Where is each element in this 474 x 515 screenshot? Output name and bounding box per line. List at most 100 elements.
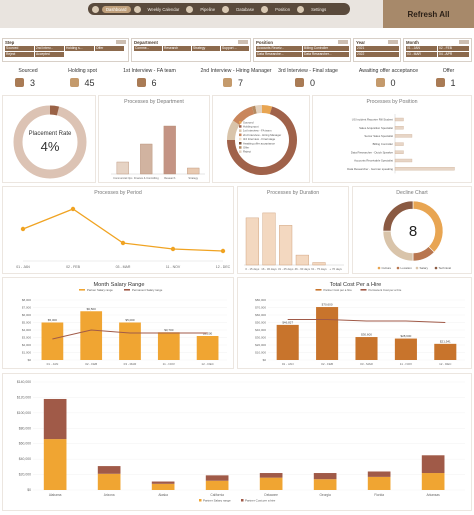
nav-position[interactable]: Position bbox=[275, 6, 291, 12]
handshake-icon bbox=[435, 78, 445, 87]
filter-chip[interactable]: 02 - FEB bbox=[438, 46, 469, 51]
search-people-icon bbox=[15, 78, 24, 87]
kpi-value: 0 bbox=[390, 78, 396, 88]
filter-chip[interactable]: 2021 bbox=[356, 46, 399, 51]
filter-chip[interactable]: Offer bbox=[95, 46, 124, 51]
filter-year: Year 2021 2022 bbox=[353, 38, 401, 62]
stacked-bar bbox=[205, 480, 229, 490]
bar bbox=[41, 322, 64, 360]
period-panel: Processes by Period 01 - JAN 02 - FEB 03 -… bbox=[2, 186, 234, 274]
filter-chip[interactable]: Comme... bbox=[134, 46, 162, 51]
filter-chip[interactable]: Support ... bbox=[221, 46, 249, 51]
gauge-fill bbox=[49, 105, 60, 116]
filter-chip[interactable]: Research bbox=[163, 46, 191, 51]
x-tick: 02 - FEB bbox=[85, 362, 97, 366]
filter-clear-icon[interactable] bbox=[388, 40, 398, 44]
x-tick: California bbox=[210, 493, 224, 497]
position-bar bbox=[394, 142, 404, 146]
position-chart-title: Processes by Position bbox=[366, 99, 418, 105]
legend-label: Salary bbox=[420, 266, 429, 270]
y-tick: $0 bbox=[263, 358, 267, 362]
filter-title: Position bbox=[256, 40, 273, 45]
filter-chip[interactable]: Holding s... bbox=[65, 46, 94, 51]
nav-dashboard[interactable]: Dashboard bbox=[102, 5, 131, 13]
gear-icon bbox=[297, 5, 305, 13]
filter-position: Position Accounts Receiv... Billing Contro… bbox=[253, 38, 351, 62]
bar bbox=[80, 311, 103, 360]
position-bar bbox=[394, 134, 413, 138]
legend-label: Partner Cost per a hire bbox=[324, 288, 353, 292]
duration-tick: 16 - 30 days bbox=[261, 267, 277, 271]
filter-clear-icon[interactable] bbox=[238, 40, 248, 44]
period-point bbox=[170, 246, 176, 252]
filter-month: Month 01 - JAN 02 - FEB 03 - MAR 04 - APR bbox=[403, 38, 472, 62]
pipeline-icon bbox=[186, 5, 194, 13]
x-tick: 12 - DEC bbox=[201, 362, 214, 366]
kpi-label: 1st Interview - FA team bbox=[123, 68, 176, 74]
period-tick: 11 - NOV bbox=[166, 265, 181, 269]
step-donut-panel: Sourced Holding spot 1st Interview - FA te… bbox=[212, 95, 310, 183]
database-icon bbox=[222, 5, 230, 13]
position-bar bbox=[394, 158, 413, 163]
y-tick: $4,000 bbox=[22, 328, 32, 332]
legend-label: Offer bbox=[243, 146, 249, 150]
duration-bar bbox=[295, 254, 309, 266]
step-slice bbox=[232, 106, 255, 125]
filter-chip[interactable]: 04 - APR bbox=[438, 52, 469, 57]
x-tick: 12 - DEC bbox=[439, 362, 452, 366]
filter-chip[interactable]: Sourced bbox=[5, 46, 34, 51]
filter-chip[interactable]: Accepted bbox=[35, 52, 64, 57]
y-tick: $0 bbox=[28, 358, 32, 362]
data-label: $28,600 bbox=[400, 334, 411, 338]
dept-bar bbox=[187, 167, 200, 175]
dept-bar bbox=[140, 143, 153, 175]
dept-tick: Research bbox=[164, 176, 176, 180]
department-panel: Processes by Department Commercial Ops Fi… bbox=[98, 95, 210, 183]
x-tick: 11 - NOV bbox=[400, 362, 412, 366]
refresh-all-button[interactable]: Refresh All bbox=[383, 0, 474, 28]
duration-chart: 0 - 15 days 16 - 30 days 31 - 45 days 46 - … bbox=[244, 212, 344, 271]
filter-chip[interactable]: Accounts Receiv... bbox=[256, 46, 302, 51]
filter-chip[interactable]: 2022 bbox=[356, 52, 399, 57]
filter-clear-icon[interactable] bbox=[116, 40, 126, 44]
x-tick: 01 - JAN bbox=[282, 362, 294, 366]
filter-clear-icon[interactable] bbox=[459, 40, 469, 44]
dept-tick: Commercial Ops bbox=[113, 176, 133, 180]
duration-tick: 31 - 45 days bbox=[278, 267, 294, 271]
filter-chip[interactable]: Strategy bbox=[192, 46, 220, 51]
filter-clear-icon[interactable] bbox=[338, 40, 348, 44]
y-tick: $30,000 bbox=[255, 336, 266, 340]
legend-label: 2nd Interview - Hiring Manager bbox=[243, 133, 281, 137]
filter-title: Step bbox=[5, 40, 15, 45]
x-tick: Alaska bbox=[158, 493, 168, 497]
filter-chip[interactable]: 01 - JAN bbox=[406, 46, 437, 51]
filter-chip[interactable]: Data Researche... bbox=[256, 52, 302, 57]
placement-rate-gauge: Placement Rate 4% bbox=[13, 105, 87, 179]
y-tick: $20,000 bbox=[255, 343, 266, 347]
filter-chip[interactable]: Reject bbox=[5, 52, 34, 57]
filter-chip[interactable]: 2nd Interv... bbox=[35, 46, 64, 51]
x-tick: 03 - MAR bbox=[124, 362, 138, 366]
stacked-bar bbox=[151, 483, 175, 490]
calendar-icon bbox=[133, 5, 141, 13]
filter-chip[interactable]: Data Researcher... bbox=[303, 52, 349, 57]
duration-panel: Processes by Duration 0 - 15 days 16 - 30… bbox=[237, 186, 349, 274]
stacked-bar bbox=[43, 398, 67, 440]
filter-chip[interactable]: Billing Controller bbox=[303, 46, 349, 51]
legend-label: 3rd Interview - Final stage bbox=[243, 137, 276, 141]
y-tick: $6,000 bbox=[22, 313, 32, 317]
nav-database[interactable]: Database bbox=[236, 6, 255, 12]
x-tick: 02 - FEB bbox=[321, 362, 333, 366]
duration-tick: 61 - 75 days bbox=[311, 267, 327, 271]
nav-pipeline[interactable]: Pipeline bbox=[200, 6, 216, 12]
filter-chip[interactable]: 03 - MAR bbox=[406, 52, 437, 57]
nav-settings[interactable]: Settings bbox=[311, 6, 327, 12]
data-label: $5,000 bbox=[125, 318, 135, 322]
legend-label: Awaiting offer acceptance bbox=[243, 141, 275, 145]
x-tick: 01 - JAN bbox=[47, 362, 59, 366]
nav-weekly-calendar[interactable]: Weekly Calendar bbox=[147, 6, 180, 12]
legend-label: Permanent Cost per a hire bbox=[369, 288, 402, 292]
duration-tick: 46 - 60 days bbox=[295, 267, 311, 271]
kpi-label: Offer bbox=[442, 68, 455, 74]
